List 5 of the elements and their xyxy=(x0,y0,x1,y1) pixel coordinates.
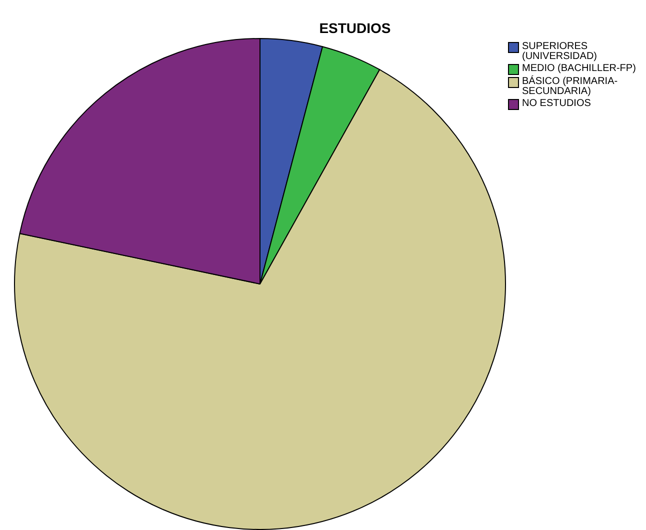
chart-title: ESTUDIOS xyxy=(318,20,392,36)
legend-label: MEDIO (BACHILLER-FP) xyxy=(522,63,636,74)
legend-label: BÁSICO (PRIMARIA-SECUNDARIA) xyxy=(522,76,619,97)
legend-label: SUPERIORES (UNIVERSIDAD) xyxy=(522,41,598,62)
legend-label: NO ESTUDIOS xyxy=(522,98,591,109)
